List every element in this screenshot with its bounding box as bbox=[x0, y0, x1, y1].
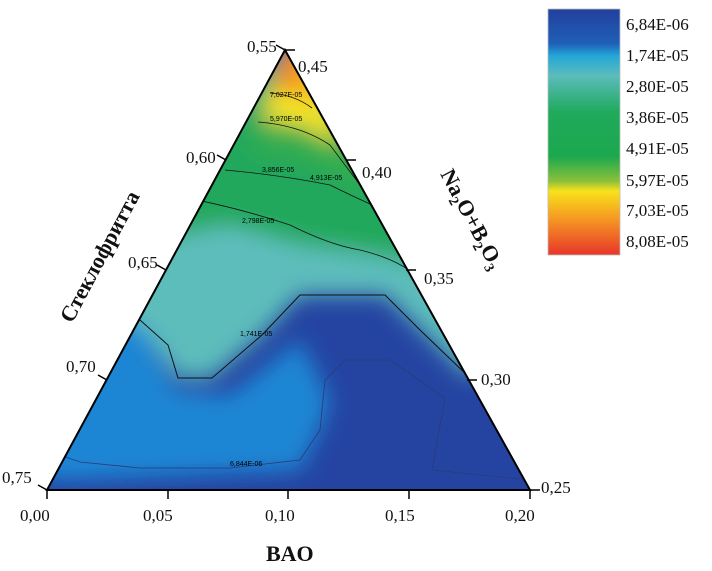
contour-label: 2,798E-05 bbox=[242, 218, 274, 225]
bottom-axis-ticks: 0,00 0,05 0,10 0,15 0,20 bbox=[20, 506, 535, 525]
legend-label: 7,03E-05 bbox=[626, 201, 689, 220]
contour-line-6.84e-06 bbox=[59, 359, 530, 481]
tick-label: 0,25 bbox=[541, 478, 571, 497]
legend-label: 8,08E-05 bbox=[626, 232, 689, 251]
contour-line-7.03e-05 bbox=[269, 92, 313, 109]
contour-label: 5,970E-05 bbox=[270, 116, 302, 123]
tick-label: 0,75 bbox=[2, 468, 32, 487]
contour-line-2.80e-05 bbox=[139, 294, 471, 379]
legend-label: 1,74E-05 bbox=[626, 46, 689, 65]
legend-label: 2,80E-05 bbox=[626, 77, 689, 96]
contour-label: 3,856E-05 bbox=[262, 167, 294, 174]
contour-label: 1,741E-05 bbox=[240, 331, 272, 338]
tick-label: 0,40 bbox=[362, 163, 392, 182]
legend-label: 6,84E-06 bbox=[626, 15, 689, 34]
contour-label: 4,913E-05 bbox=[310, 175, 342, 182]
tick-label: 0,35 bbox=[424, 269, 454, 288]
contour-label: 7,027E-05 bbox=[270, 92, 302, 99]
tick-label: 0,60 bbox=[186, 148, 216, 167]
right-axis-title: Na2O+B2O3 bbox=[432, 165, 509, 275]
legend-label: 4,91E-05 bbox=[626, 139, 689, 158]
tick-label: 0,20 bbox=[505, 506, 535, 525]
contour-label: 6,844E-06 bbox=[230, 461, 262, 468]
tick-label: 0,45 bbox=[298, 57, 328, 76]
legend-color-bar bbox=[547, 8, 621, 256]
tick-label: 0,55 bbox=[247, 37, 277, 56]
contour-line-5.97e-05 bbox=[257, 121, 361, 186]
tick-label: 0,05 bbox=[143, 506, 173, 525]
contour-line-3.86e-05 bbox=[169, 194, 431, 291]
legend-label: 5,97E-05 bbox=[626, 171, 689, 190]
left-axis-ticks: 0,55 0,60 0,65 0,70 0,75 bbox=[2, 37, 277, 487]
tick-label: 0,30 bbox=[481, 370, 511, 389]
bottom-axis-title: BAO bbox=[266, 541, 314, 566]
color-legend: 6,84E-06 1,74E-05 2,80E-05 3,86E-05 4,91… bbox=[547, 8, 689, 256]
right-axis-ticks: 0,45 0,40 0,35 0,30 0,25 bbox=[298, 57, 571, 497]
tick-label: 0,70 bbox=[66, 357, 96, 376]
tick-label: 0,15 bbox=[385, 506, 415, 525]
legend-label: 3,86E-05 bbox=[626, 108, 689, 127]
tick-label: 0,10 bbox=[265, 506, 295, 525]
tick-label: 0,00 bbox=[20, 506, 50, 525]
tick-label: 0,65 bbox=[128, 253, 158, 272]
